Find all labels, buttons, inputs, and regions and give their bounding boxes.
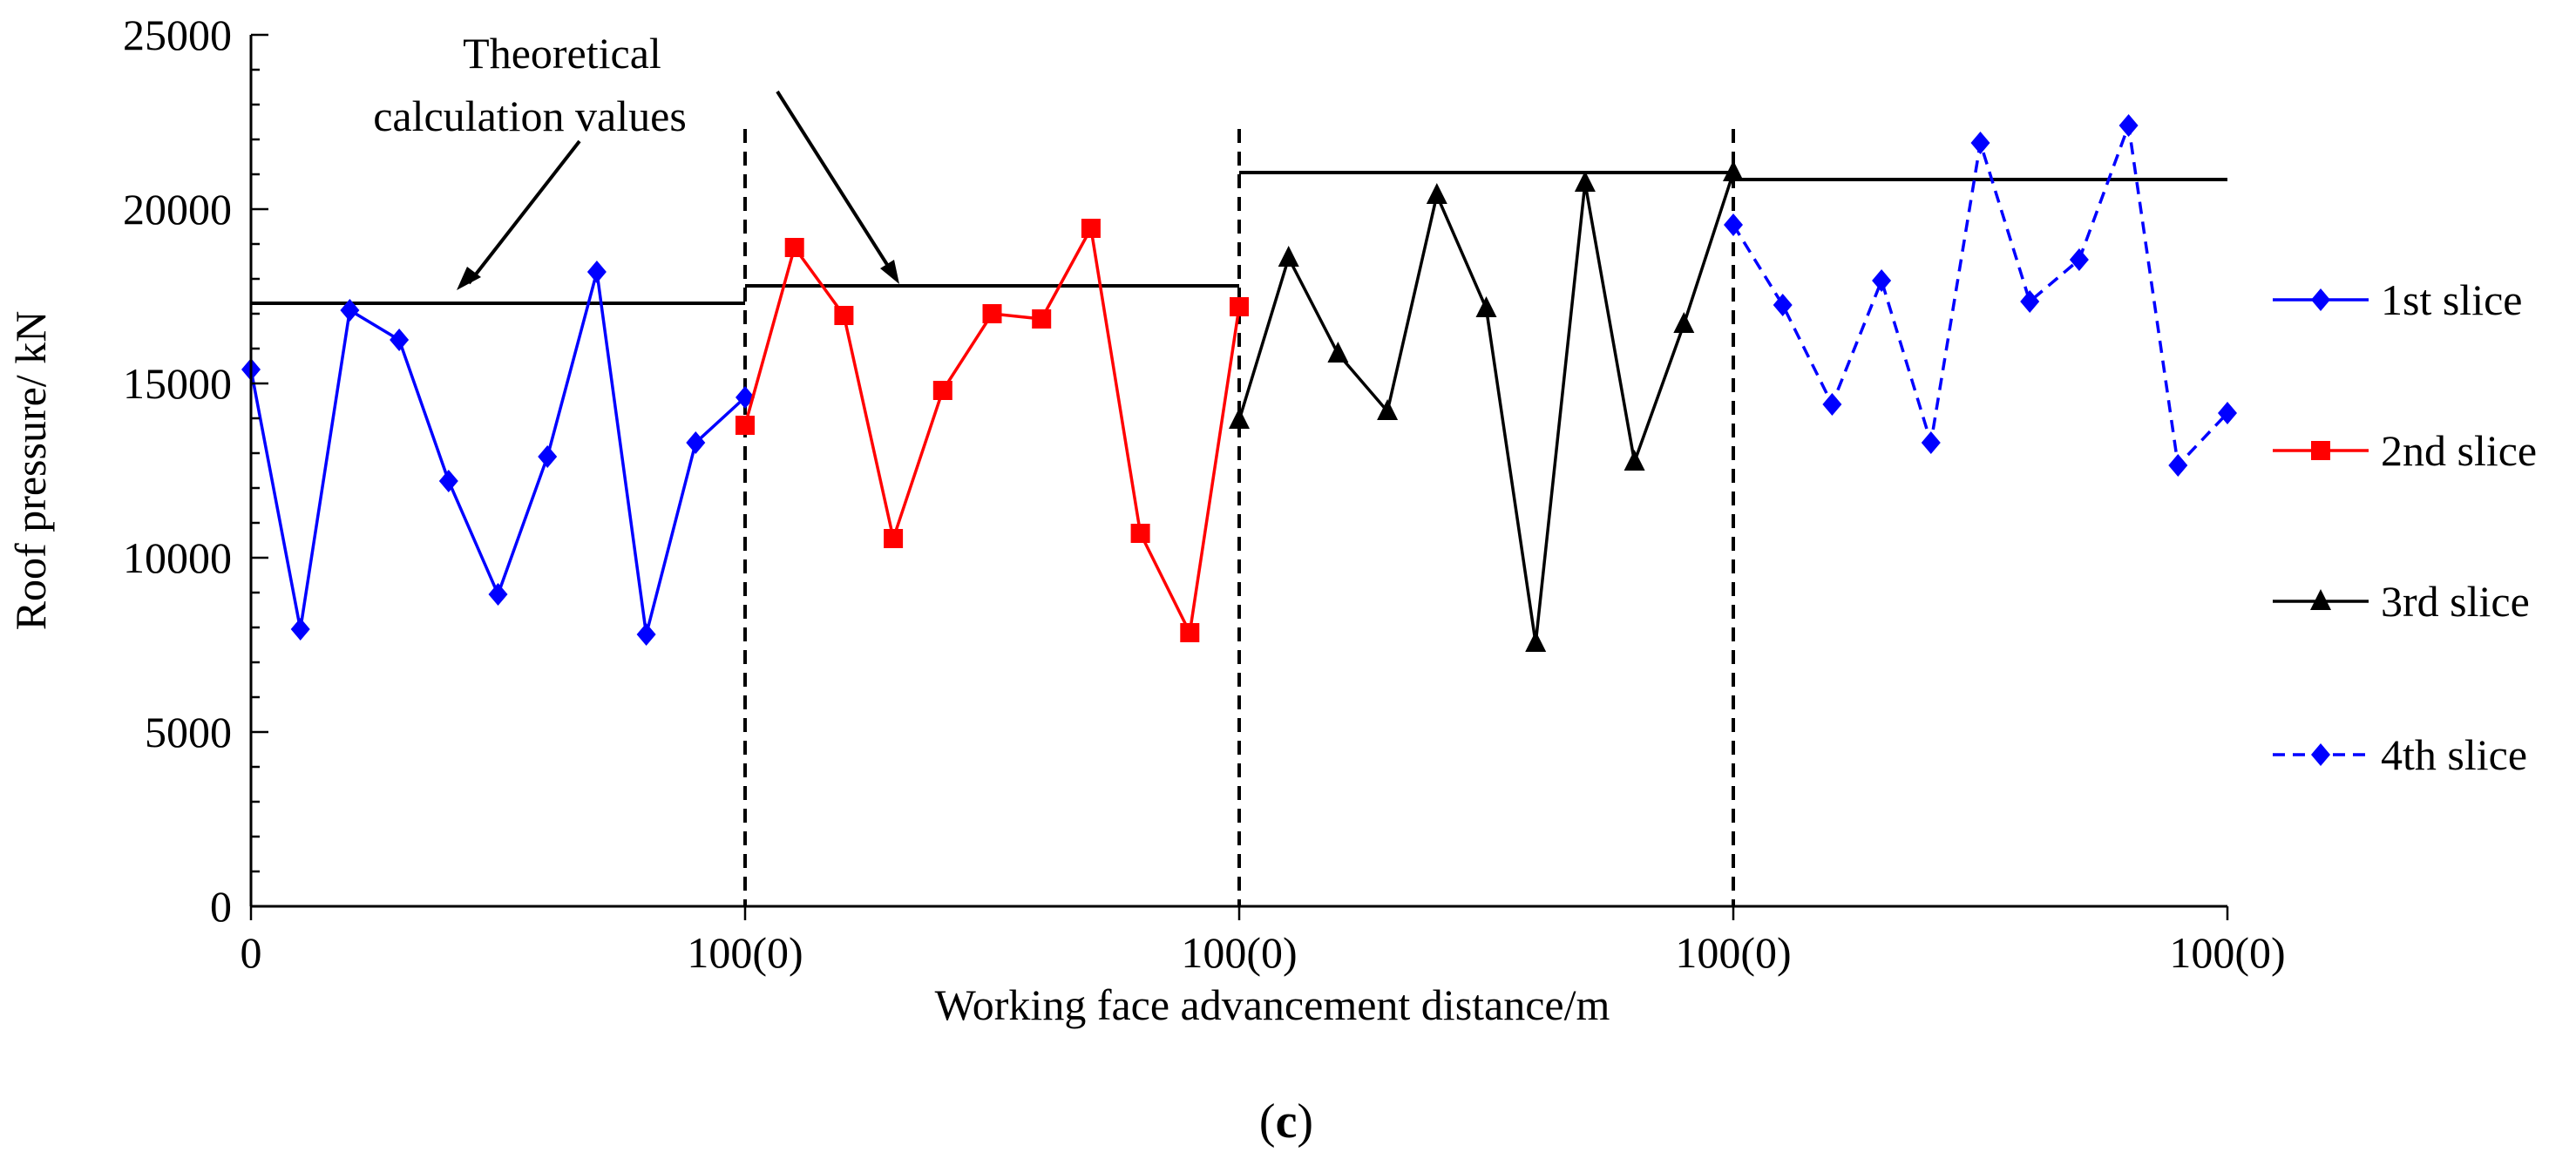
data-point: [1624, 450, 1645, 471]
series-4: [1724, 114, 2237, 477]
series-line: [1237, 172, 1735, 644]
data-point: [1032, 309, 1052, 329]
x-tick-label: 100(0): [1675, 928, 1791, 977]
annotation-arrow-left: [467, 139, 581, 285]
data-point: [290, 618, 310, 641]
data-point: [1673, 312, 1695, 333]
caption: (c): [1259, 1095, 1313, 1149]
series-3: [1229, 160, 1744, 652]
legend: 1st slice 2nd slice 3rd slice 4th slice: [2273, 275, 2537, 779]
data-point: [2168, 454, 2188, 477]
data-point: [586, 261, 607, 283]
series-line: [1732, 125, 2229, 469]
annotation-arrow-right: [776, 90, 892, 272]
data-point: [1921, 431, 1941, 454]
legend-marker: [2311, 441, 2330, 460]
data-point: [932, 381, 952, 400]
data-point: [340, 299, 360, 322]
data-point: [1229, 408, 1250, 429]
data-point: [1723, 160, 1744, 181]
data-point: [1278, 246, 1299, 267]
data-point: [1180, 623, 1200, 642]
y-tick-label: 10000: [123, 533, 232, 582]
data-point: [1426, 183, 1447, 204]
y-tick-label: 15000: [123, 359, 232, 408]
data-point: [2020, 290, 2040, 313]
data-point: [1327, 342, 1349, 363]
data-point: [1822, 393, 1842, 416]
annotation: Theoretical calculation values: [373, 29, 899, 290]
data-point: [1970, 132, 1990, 154]
series-line: [249, 271, 747, 635]
axes-layer: 0 5000 10000 15000 20000 25000 0 100(0) 100(0) 10…: [123, 10, 2286, 977]
data-point: [982, 304, 1002, 323]
caption-letter: c: [1276, 1095, 1298, 1149]
legend-marker: [2311, 743, 2330, 766]
data-point: [2118, 114, 2139, 137]
y-tick-label: 5000: [145, 708, 232, 756]
legend-marker: [2311, 288, 2330, 311]
data-point: [390, 329, 410, 351]
plot-layer: [241, 114, 2237, 906]
legend-label: 4th slice: [2381, 730, 2527, 779]
legend-label: 1st slice: [2381, 275, 2522, 324]
data-point: [1377, 399, 1399, 420]
x-axis-title: Working face advancement distance/m: [935, 980, 1610, 1029]
series-line: [743, 223, 1241, 638]
legend-label: 3rd slice: [2381, 577, 2530, 626]
data-point: [2218, 402, 2237, 424]
data-point: [1230, 297, 1249, 316]
y-tick-label: 0: [210, 882, 232, 931]
data-point: [1130, 524, 1150, 543]
data-point: [784, 238, 804, 257]
data-point: [1081, 219, 1101, 238]
data-point: [1724, 214, 1743, 236]
data-point: [438, 470, 458, 492]
x-tick-label: 100(0): [687, 928, 803, 977]
x-tick-label: 0: [241, 928, 262, 977]
data-point: [1525, 631, 1547, 652]
annotation-arrowhead-left: [457, 267, 481, 290]
annotation-arrowhead-right: [880, 260, 899, 284]
data-point: [538, 445, 558, 468]
data-point: [884, 529, 904, 548]
data-point: [636, 623, 656, 646]
data-point: [686, 431, 706, 454]
data-point: [834, 306, 854, 325]
data-point: [1574, 171, 1596, 192]
data-point: [2069, 248, 2089, 271]
x-tick-label: 100(0): [1181, 928, 1297, 977]
y-tick-label: 20000: [123, 185, 232, 234]
data-point: [736, 416, 755, 435]
y-axis-title: Roof pressure/ kN: [6, 311, 55, 631]
data-point: [1773, 294, 1793, 316]
legend-marker: [2310, 589, 2331, 610]
y-tick-label: 25000: [123, 10, 232, 59]
legend-label: 2nd slice: [2381, 426, 2537, 475]
annotation-line2: calculation values: [373, 92, 687, 140]
data-point: [1475, 296, 1497, 317]
data-point: [1872, 269, 1892, 292]
data-point: [488, 583, 508, 606]
x-tick-label: 100(0): [2169, 928, 2285, 977]
annotation-line1: Theoretical: [463, 29, 661, 78]
series-1: [241, 261, 755, 646]
series-2: [736, 219, 1249, 642]
